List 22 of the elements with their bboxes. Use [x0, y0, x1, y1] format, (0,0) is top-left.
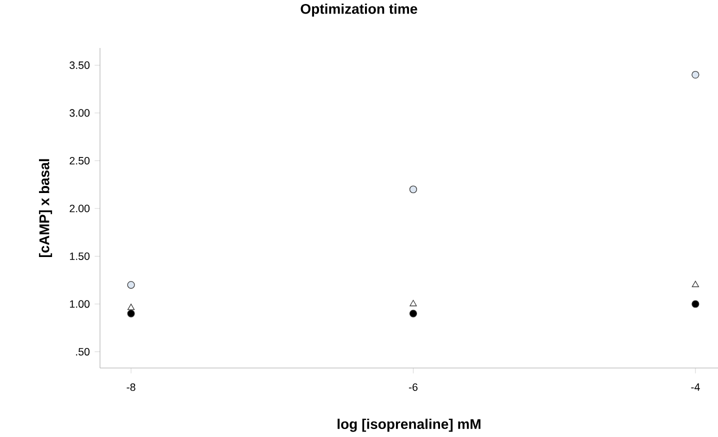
y-tick-label: 2.50: [70, 156, 90, 164]
point: [692, 300, 700, 308]
point: [127, 310, 135, 318]
y-axis-title: [cAMP] x basal: [38, 159, 52, 257]
x-axis-title: log [isoprenaline] mM: [338, 418, 480, 432]
y-tick-label: .50: [76, 348, 90, 356]
y-tick-label: 3.50: [70, 61, 90, 69]
y-tick-label: 1.50: [70, 252, 90, 260]
point: [409, 310, 418, 318]
point: [409, 186, 418, 194]
point: [127, 304, 135, 310]
y-tick-label: 2.00: [70, 204, 90, 212]
point: [127, 281, 135, 289]
y-tick-label: 1.00: [70, 300, 90, 308]
point: [410, 300, 417, 306]
y-tick-label: 3.00: [70, 109, 90, 117]
x-tick-label: -8: [126, 383, 136, 391]
point: [692, 280, 699, 288]
x-tick-label: -4: [691, 383, 700, 391]
point: [692, 70, 700, 79]
chart-title: Optimization time: [300, 4, 418, 17]
x-tick-label: -6: [408, 383, 418, 391]
